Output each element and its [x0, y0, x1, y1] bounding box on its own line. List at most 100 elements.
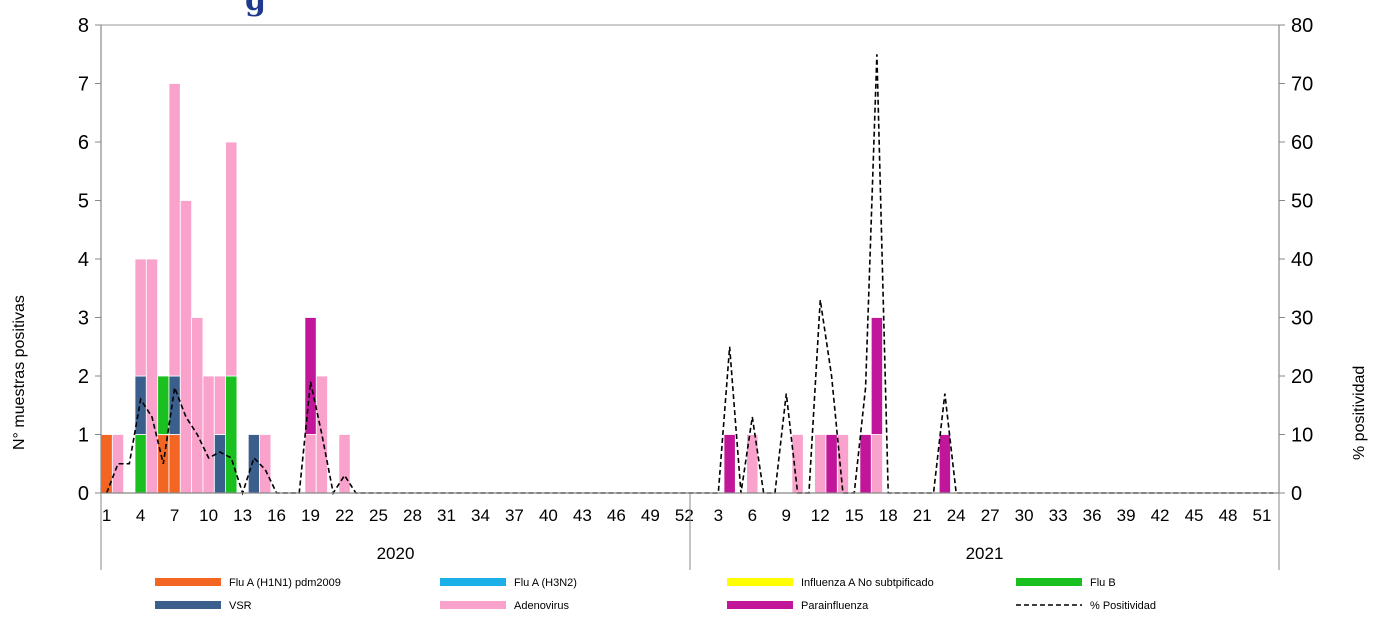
legend-label: Flu A (H3N2)	[514, 577, 577, 589]
x-tick-label-2021: 15	[845, 506, 864, 525]
legend-swatch	[727, 601, 793, 609]
x-tick-label-2020: 49	[641, 506, 660, 525]
y-axis-label-left: N° muestras positivas	[11, 295, 28, 450]
y-tick-label-left: 4	[78, 249, 89, 271]
y-axis-label-right: % positividad	[1351, 366, 1368, 460]
year-label: 2021	[966, 544, 1004, 563]
bar-adenovirus-week-15	[259, 434, 272, 494]
y-tick-label-left: 6	[78, 132, 89, 154]
y-tick-label-left: 0	[78, 483, 89, 505]
bar-adenovirus-week-8	[179, 200, 193, 494]
bar-adenovirus-week-5	[145, 258, 159, 494]
bar-flu-a-h1n1-pdm2009-week-7	[168, 434, 181, 494]
legend-swatch	[727, 578, 793, 586]
legend-label: Adenovirus	[514, 600, 570, 612]
legend-swatch	[1016, 578, 1082, 586]
x-tick-label-2020: 37	[505, 506, 524, 525]
x-tick-label-2020: 25	[369, 506, 388, 525]
bar-adenovirus-week-10	[202, 375, 215, 494]
y-tick-label-left: 7	[78, 74, 89, 96]
y-tick-label-right: 20	[1291, 366, 1313, 388]
x-tick-label-2021: 27	[981, 506, 1000, 525]
y-tick-label-right: 10	[1291, 425, 1313, 447]
bar-adenovirus-week-19	[304, 434, 317, 494]
y-tick-label-right: 0	[1291, 483, 1302, 505]
y-tick-label-left: 1	[78, 425, 89, 447]
legend: Flu A (H1N1) pdm2009 Flu A (H3N2) Influenz…	[155, 577, 1156, 612]
bar-adenovirus-week-12	[225, 141, 238, 377]
x-tick-label-2021: 18	[879, 506, 898, 525]
bar-adenovirus-week-20	[315, 375, 328, 494]
legend-label: % Positividad	[1090, 600, 1156, 612]
bar-adenovirus-week-69	[870, 434, 883, 494]
bar-vsr-week-7	[168, 375, 181, 435]
bar-adenovirus-week-66	[836, 434, 849, 494]
x-tick-label-2020: 19	[301, 506, 320, 525]
bar-parainfluenza-week-69	[870, 317, 883, 435]
legend-label: Influenza A No subtpificado	[801, 577, 934, 589]
x-tick-label-2021: 24	[947, 506, 966, 525]
legend-swatch	[440, 578, 506, 586]
x-tick-label-2021: 48	[1219, 506, 1238, 525]
bar-parainfluenza-week-68	[859, 434, 872, 494]
legend-label: Flu B	[1090, 577, 1116, 589]
x-tick-label-2021: 3	[714, 506, 723, 525]
bar-parainfluenza-week-19	[304, 317, 317, 435]
x-tick-label-2021: 30	[1015, 506, 1034, 525]
bar-parainfluenza-week-65	[825, 434, 838, 494]
legend-label: Flu A (H1N1) pdm2009	[229, 577, 341, 589]
legend-swatch	[155, 578, 221, 586]
bar-adenovirus-week-9	[191, 317, 204, 494]
bar-flu-b-week-6	[157, 375, 170, 435]
bar-adenovirus-week-4	[134, 258, 147, 377]
x-tick-label-2020: 22	[335, 506, 354, 525]
bar-adenovirus-week-11	[213, 375, 227, 435]
x-tick-label-2021: 42	[1151, 506, 1170, 525]
bar-vsr-week-14	[247, 434, 260, 494]
y-tick-label-right: 80	[1291, 15, 1313, 37]
bar-vsr-week-11	[213, 434, 227, 494]
x-tick-label-2020: 28	[403, 506, 422, 525]
legend-label: Parainfluenza	[801, 600, 869, 612]
y-tick-label-right: 60	[1291, 132, 1313, 154]
bar-flu-b-week-4	[134, 434, 147, 494]
bar-adenovirus-week-64	[814, 434, 827, 494]
bar-parainfluenza-week-75	[938, 434, 951, 494]
y-tick-label-right: 40	[1291, 249, 1313, 271]
legend-label: VSR	[229, 600, 252, 612]
bar-series-group	[100, 83, 951, 494]
x-tick-label-2020: 4	[136, 506, 145, 525]
x-tick-label-2021: 21	[913, 506, 932, 525]
y-tick-label-left: 5	[78, 191, 89, 213]
y-tick-label-left: 2	[78, 366, 89, 388]
x-tick-label-2020: 7	[170, 506, 179, 525]
x-tick-label-2021: 39	[1117, 506, 1136, 525]
x-tick-label-2020: 10	[199, 506, 218, 525]
y-tick-label-left: 8	[78, 15, 89, 37]
x-tick-label-2021: 12	[811, 506, 830, 525]
x-tick-label-2021: 36	[1083, 506, 1102, 525]
x-tick-label-2020: 46	[607, 506, 626, 525]
legend-swatch	[440, 601, 506, 609]
legend-swatch	[155, 601, 221, 609]
bar-adenovirus-week-7	[168, 83, 181, 377]
x-tick-label-2020: 34	[471, 506, 490, 525]
x-tick-label-2020: 31	[437, 506, 456, 525]
year-label: 2020	[377, 544, 415, 563]
y-tick-label-right: 30	[1291, 308, 1313, 330]
x-tick-label-2020: 13	[233, 506, 252, 525]
x-tick-label-2020: 1	[102, 506, 111, 525]
y-tick-label-left: 3	[78, 308, 89, 330]
x-tick-label-2021: 33	[1049, 506, 1068, 525]
bar-parainfluenza-week-56	[723, 434, 736, 494]
x-tick-label-2020: 43	[573, 506, 592, 525]
x-tick-label-2020: 52	[675, 506, 694, 525]
positivity-line-group	[105, 54, 1274, 496]
x-tick-label-2020: 40	[539, 506, 558, 525]
positivity-line	[105, 54, 1274, 496]
y-tick-label-right: 70	[1291, 74, 1313, 96]
x-tick-label-2021: 6	[748, 506, 757, 525]
